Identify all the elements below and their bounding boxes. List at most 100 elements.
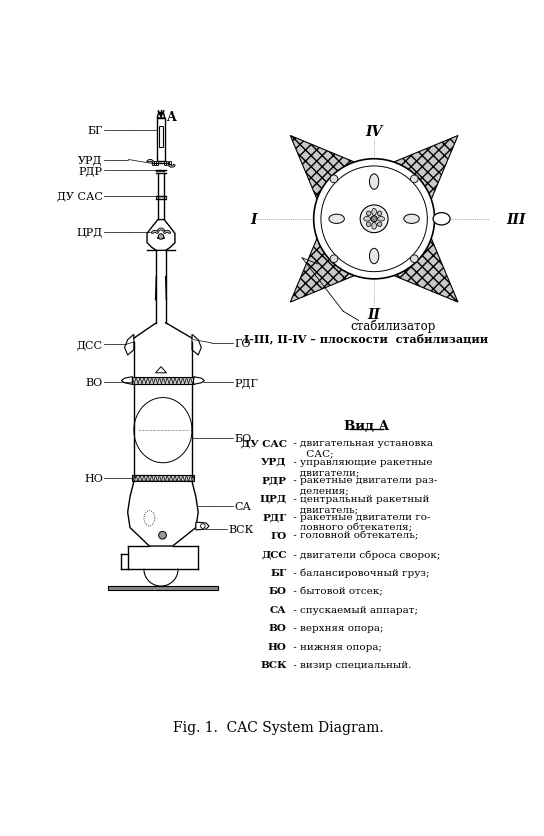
Polygon shape bbox=[157, 114, 165, 119]
Text: ВО: ВО bbox=[85, 378, 103, 388]
Bar bbox=[132, 378, 194, 384]
Circle shape bbox=[366, 212, 371, 217]
Ellipse shape bbox=[369, 249, 379, 264]
Text: РДГ: РДГ bbox=[234, 378, 258, 388]
Circle shape bbox=[330, 176, 338, 183]
Text: - центральный ракетный
   двигатель;: - центральный ракетный двигатель; bbox=[289, 494, 429, 513]
Bar bbox=[156, 162, 158, 166]
Bar bbox=[108, 586, 218, 590]
Text: СА: СА bbox=[234, 502, 251, 512]
Text: - балансировочный груз;: - балансировочный груз; bbox=[289, 568, 429, 578]
Text: РДР: РДР bbox=[262, 476, 287, 485]
Polygon shape bbox=[370, 136, 458, 224]
Text: I-III, II-IV – плоскости  стабилизации: I-III, II-IV – плоскости стабилизации bbox=[244, 334, 489, 344]
Text: - ракетные двигатели раз-
   деления;: - ракетные двигатели раз- деления; bbox=[289, 476, 437, 495]
Text: ДУ САС: ДУ САС bbox=[57, 191, 103, 201]
Text: РДГ: РДГ bbox=[262, 512, 287, 522]
Text: БО: БО bbox=[234, 434, 252, 444]
Polygon shape bbox=[147, 221, 175, 251]
Text: ЦРД: ЦРД bbox=[259, 494, 287, 503]
Polygon shape bbox=[156, 367, 166, 374]
Polygon shape bbox=[196, 522, 209, 530]
Circle shape bbox=[410, 176, 418, 183]
Bar bbox=[157, 119, 165, 162]
Bar bbox=[152, 162, 153, 166]
Text: ВСК: ВСК bbox=[260, 660, 287, 669]
Text: - визир специальный.: - визир специальный. bbox=[289, 660, 411, 669]
Text: ДСС: ДСС bbox=[77, 340, 103, 350]
Bar bbox=[154, 162, 156, 166]
Circle shape bbox=[360, 206, 388, 233]
Text: III: III bbox=[506, 212, 526, 227]
Text: ЦРД: ЦРД bbox=[77, 227, 103, 237]
Text: - двигатели сброса сворок;: - двигатели сброса сворок; bbox=[289, 549, 440, 559]
Circle shape bbox=[201, 524, 205, 528]
Circle shape bbox=[410, 256, 418, 263]
Ellipse shape bbox=[372, 209, 376, 216]
Polygon shape bbox=[194, 377, 205, 385]
Text: ДУ САС: ДУ САС bbox=[240, 439, 287, 448]
Text: БО: БО bbox=[269, 586, 287, 595]
Text: стабилизатор: стабилизатор bbox=[351, 319, 436, 333]
Text: - головной обтекатель;: - головной обтекатель; bbox=[289, 531, 418, 540]
Circle shape bbox=[378, 212, 382, 217]
Ellipse shape bbox=[404, 215, 419, 224]
Text: УРД: УРД bbox=[261, 457, 287, 466]
Circle shape bbox=[321, 166, 428, 273]
Wedge shape bbox=[147, 161, 153, 163]
Text: IV: IV bbox=[366, 125, 383, 139]
Ellipse shape bbox=[329, 215, 344, 224]
Polygon shape bbox=[370, 215, 458, 303]
Text: ВСК: ВСК bbox=[228, 524, 254, 534]
Text: СА: СА bbox=[270, 604, 287, 614]
Text: - спускаемый аппарат;: - спускаемый аппарат; bbox=[289, 604, 418, 614]
Text: НО: НО bbox=[84, 474, 103, 484]
Text: - управляющие ракетные
   двигатели;: - управляющие ракетные двигатели; bbox=[289, 457, 432, 477]
Wedge shape bbox=[151, 231, 158, 234]
Polygon shape bbox=[125, 335, 134, 355]
Polygon shape bbox=[128, 482, 198, 547]
Text: - бытовой отсек;: - бытовой отсек; bbox=[289, 586, 382, 595]
Circle shape bbox=[371, 217, 377, 222]
Text: I: I bbox=[250, 212, 257, 227]
Polygon shape bbox=[192, 335, 201, 355]
Bar bbox=[166, 162, 168, 166]
Wedge shape bbox=[157, 229, 165, 232]
Text: Fig. 1.  CAC System Diagram.: Fig. 1. CAC System Diagram. bbox=[174, 720, 384, 734]
Bar bbox=[132, 476, 194, 482]
Text: - ракетные двигатели го-
   ловного обтекателя;: - ракетные двигатели го- ловного обтекат… bbox=[289, 512, 430, 532]
Text: - нижняя опора;: - нижняя опора; bbox=[289, 642, 382, 650]
Text: НО: НО bbox=[268, 642, 287, 650]
Bar bbox=[164, 162, 166, 166]
Text: РДР: РДР bbox=[79, 166, 103, 176]
Text: БГ: БГ bbox=[88, 126, 103, 136]
Text: ГО: ГО bbox=[234, 339, 251, 349]
Polygon shape bbox=[121, 377, 132, 385]
Ellipse shape bbox=[433, 213, 450, 226]
Text: Вид А: Вид А bbox=[344, 420, 389, 432]
Text: ГО: ГО bbox=[270, 531, 287, 540]
Text: ДСС: ДСС bbox=[261, 549, 287, 558]
Ellipse shape bbox=[369, 175, 379, 190]
Wedge shape bbox=[164, 231, 171, 234]
Polygon shape bbox=[290, 136, 379, 224]
Wedge shape bbox=[157, 237, 165, 240]
Bar bbox=[159, 126, 163, 148]
Circle shape bbox=[378, 222, 382, 227]
Circle shape bbox=[366, 222, 371, 227]
Circle shape bbox=[330, 256, 338, 263]
Wedge shape bbox=[169, 166, 175, 168]
Circle shape bbox=[314, 160, 435, 279]
Text: II: II bbox=[368, 308, 381, 322]
Text: - двигательная установка
     САС;: - двигательная установка САС; bbox=[289, 439, 432, 458]
Text: ВО: ВО bbox=[269, 624, 287, 632]
Bar bbox=[169, 162, 171, 166]
Text: УРД: УРД bbox=[78, 155, 103, 166]
Polygon shape bbox=[290, 215, 379, 303]
Text: - верхняя опора;: - верхняя опора; bbox=[289, 624, 383, 632]
Circle shape bbox=[158, 235, 164, 240]
Ellipse shape bbox=[363, 217, 370, 222]
Text: A: A bbox=[166, 111, 176, 124]
Text: БГ: БГ bbox=[270, 568, 287, 577]
Bar bbox=[156, 196, 166, 200]
